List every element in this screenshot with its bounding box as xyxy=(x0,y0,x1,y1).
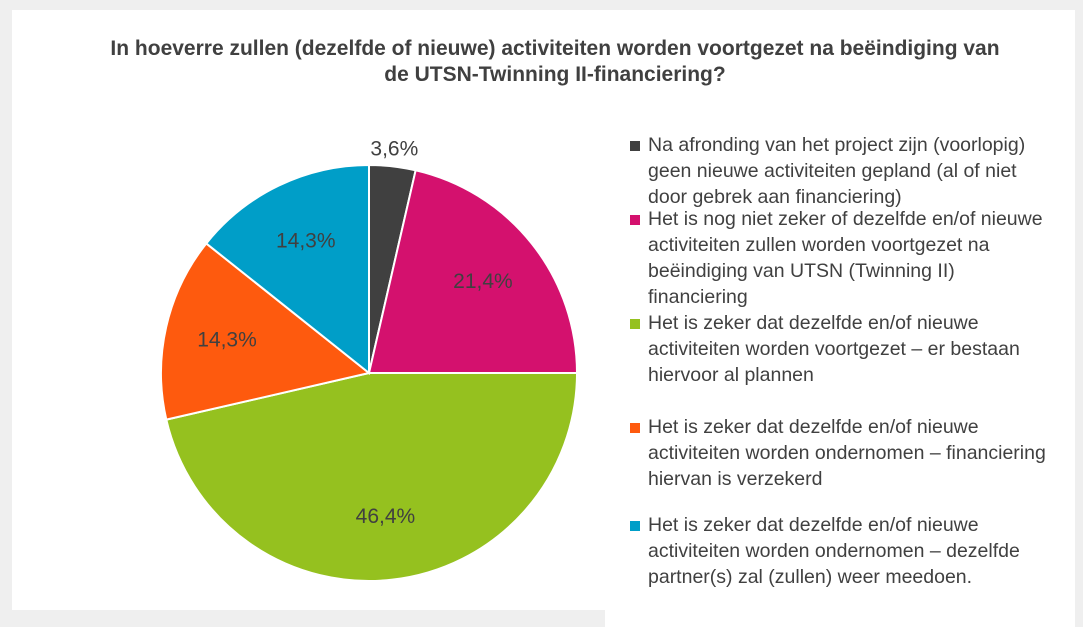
legend-label: Het is zeker dat dezelfde en/of nieuwe a… xyxy=(648,416,1046,490)
data-label: 46,4% xyxy=(356,505,416,528)
pie-slice xyxy=(367,169,579,374)
data-label: 14,3% xyxy=(197,328,257,351)
legend-entry: Het is zeker dat dezelfde en/of nieuwe a… xyxy=(630,310,1050,388)
legend-entry: Het is nog niet zeker of dezelfde en/of … xyxy=(630,206,1050,310)
data-label: 21,4% xyxy=(453,270,513,293)
legend-entry: Na afronding van het project zijn (voorl… xyxy=(630,132,1050,210)
legend-label: Het is zeker dat dezelfde en/of nieuwe a… xyxy=(648,514,1020,588)
legend-label: Het is nog niet zeker of dezelfde en/of … xyxy=(648,208,1043,308)
chart-title: In hoeverre zullen (dezelfde of nieuwe) … xyxy=(110,37,1000,86)
legend-swatch xyxy=(630,141,640,151)
legend-label: Het is zeker dat dezelfde en/of nieuwe a… xyxy=(648,312,1020,386)
data-label: 3,6% xyxy=(370,137,418,160)
legend-swatch xyxy=(630,319,640,329)
pie-slice xyxy=(165,372,579,582)
legend-swatch xyxy=(630,215,640,225)
legend-swatch xyxy=(630,521,640,531)
legend-swatch xyxy=(630,423,640,433)
pie-slice xyxy=(204,163,370,376)
legend xyxy=(605,125,1075,627)
legend-entry: Het is zeker dat dezelfde en/of nieuwe a… xyxy=(630,512,1050,590)
data-label: 14,3% xyxy=(276,229,336,252)
pie-slice xyxy=(160,242,372,421)
legend-label: Na afronding van het project zijn (voorl… xyxy=(648,134,1026,208)
legend-entry: Het is zeker dat dezelfde en/of nieuwe a… xyxy=(630,414,1050,492)
